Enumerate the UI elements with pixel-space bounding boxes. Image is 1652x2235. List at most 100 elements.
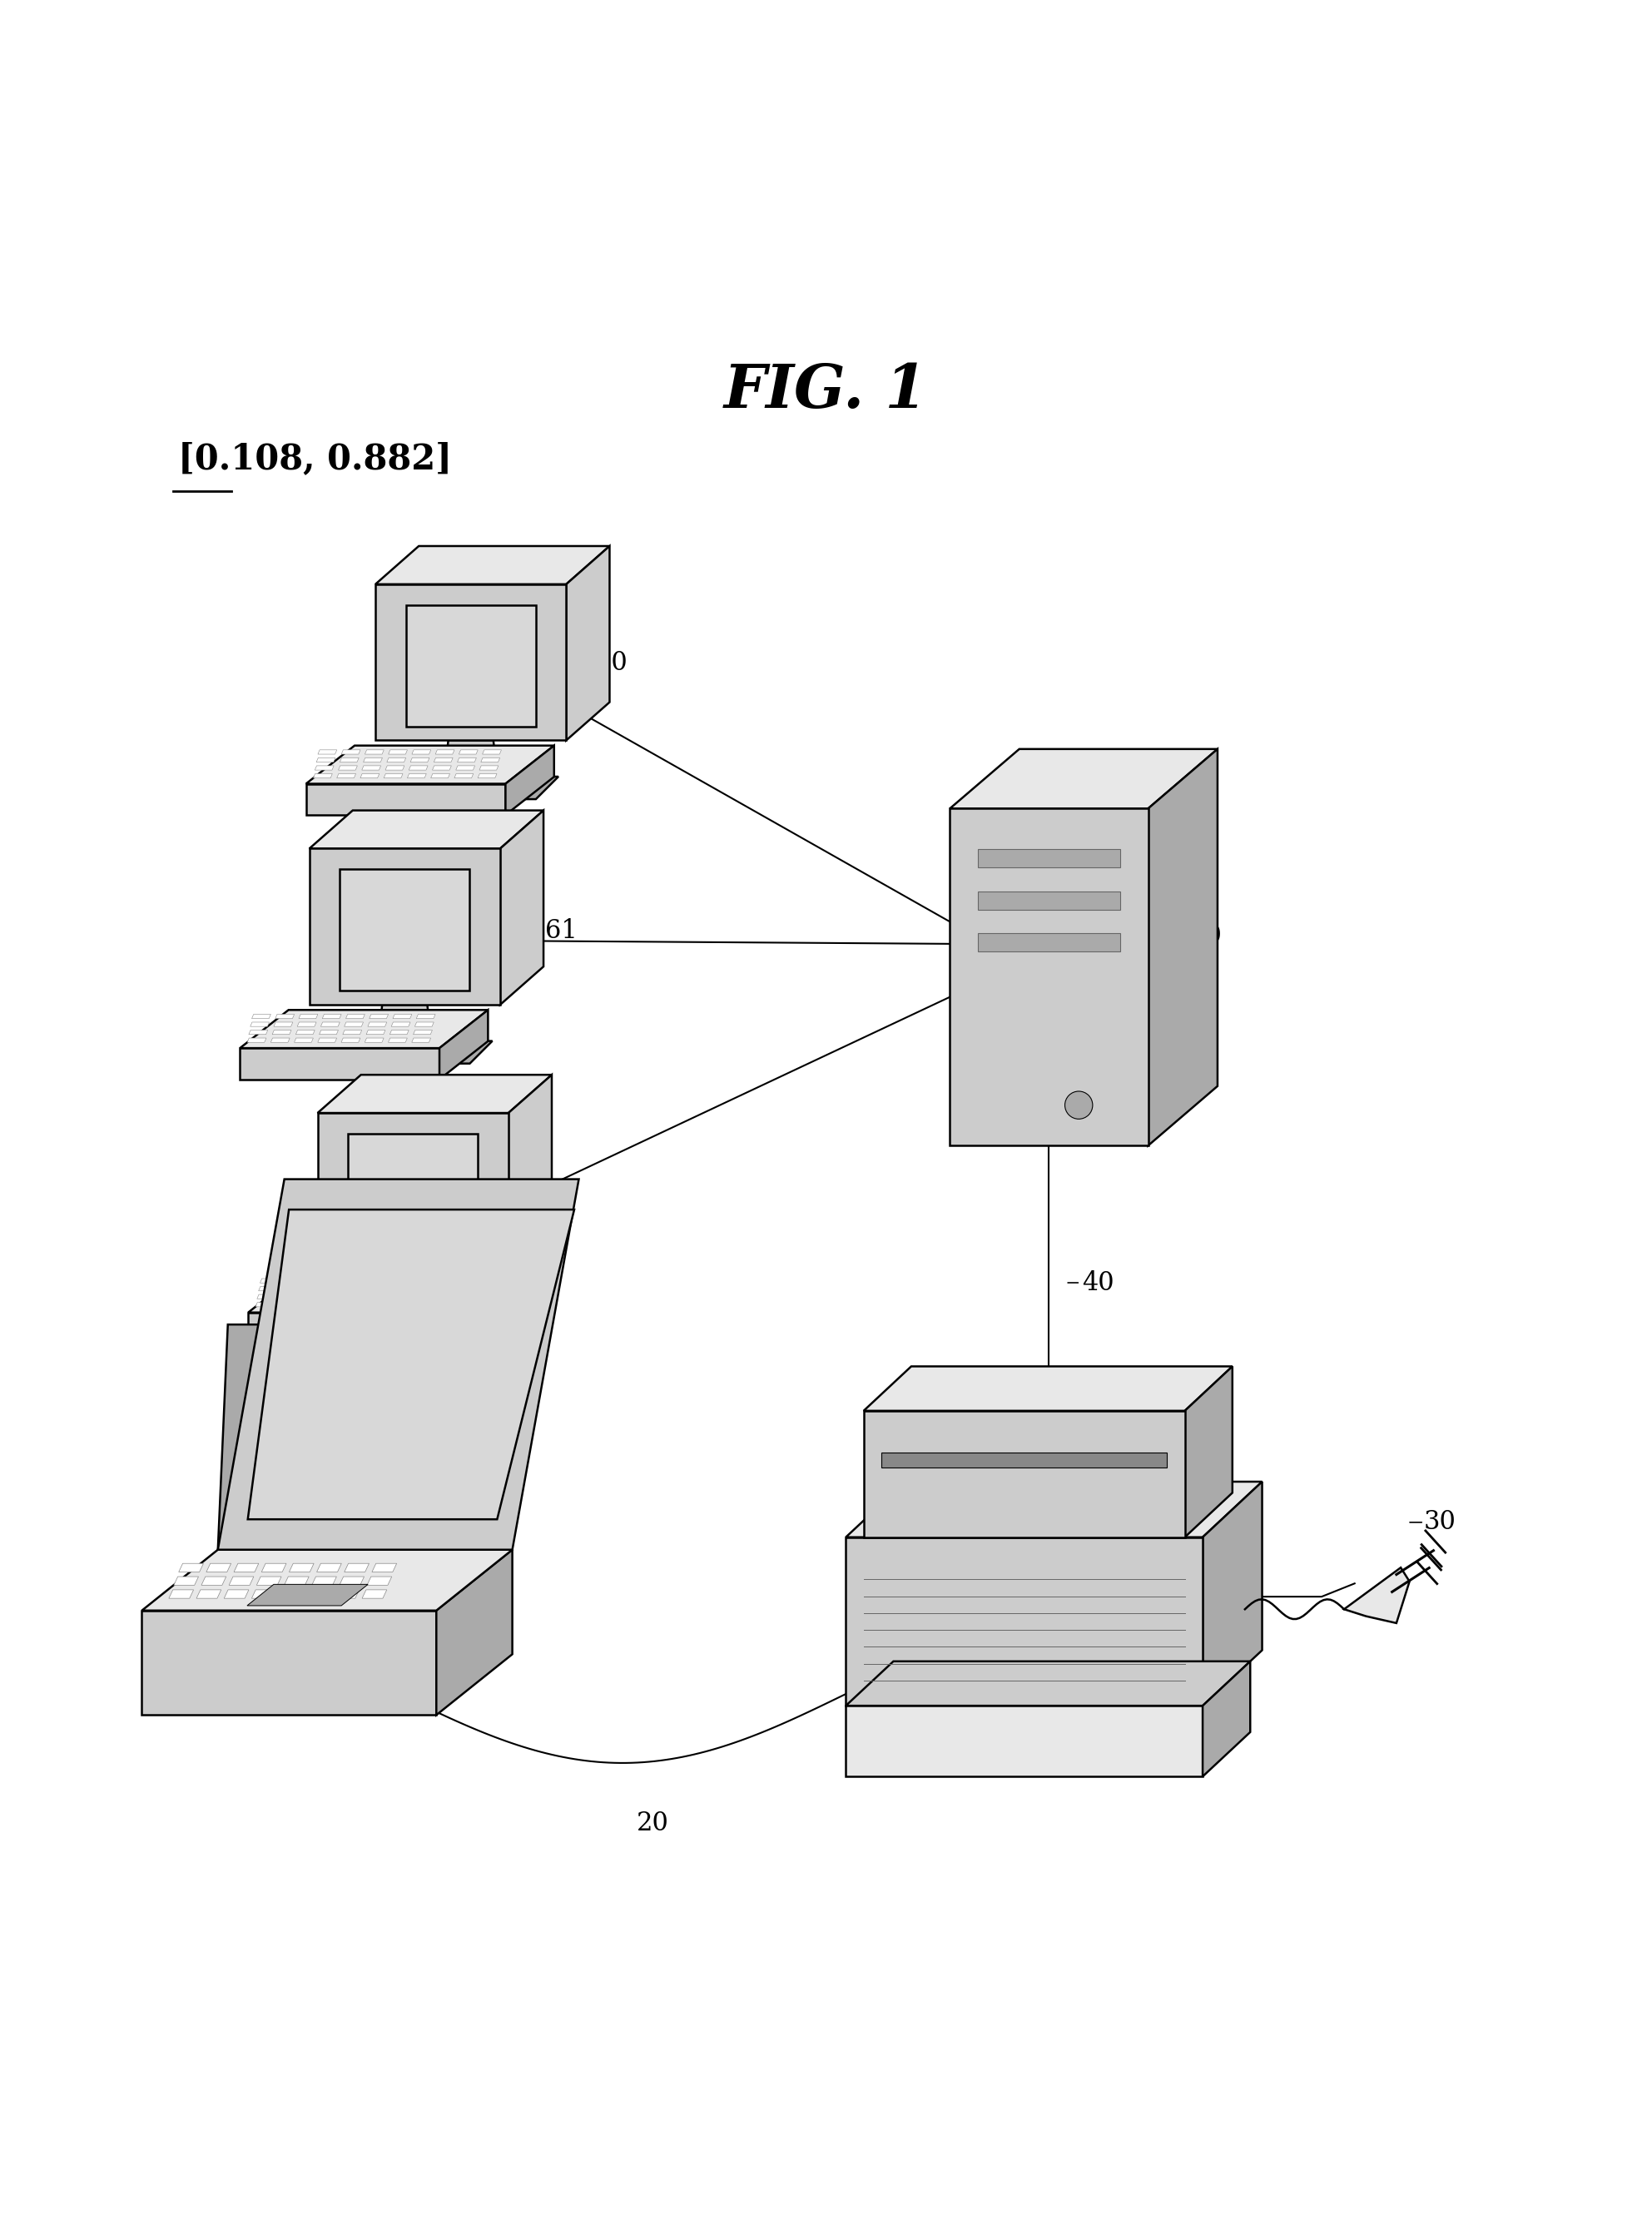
Polygon shape — [1345, 1567, 1409, 1623]
Polygon shape — [436, 1549, 512, 1714]
Polygon shape — [378, 1278, 396, 1283]
Polygon shape — [317, 1037, 337, 1042]
Polygon shape — [259, 1278, 279, 1283]
Polygon shape — [392, 1021, 410, 1026]
Polygon shape — [337, 773, 355, 778]
Polygon shape — [202, 1576, 226, 1585]
Polygon shape — [302, 1303, 322, 1307]
Polygon shape — [411, 751, 431, 753]
Polygon shape — [350, 1303, 368, 1307]
Polygon shape — [978, 934, 1120, 952]
Polygon shape — [390, 1030, 408, 1035]
Polygon shape — [330, 1278, 350, 1283]
Polygon shape — [284, 1576, 309, 1585]
Text: 20: 20 — [636, 1810, 669, 1835]
Polygon shape — [173, 1576, 198, 1585]
Polygon shape — [240, 1010, 487, 1048]
Polygon shape — [329, 1287, 349, 1292]
Polygon shape — [279, 1303, 297, 1307]
Polygon shape — [344, 1021, 363, 1026]
Polygon shape — [248, 1209, 575, 1520]
Polygon shape — [439, 1010, 487, 1080]
Polygon shape — [319, 1030, 339, 1035]
Polygon shape — [307, 1278, 325, 1283]
Polygon shape — [388, 1037, 408, 1042]
Polygon shape — [375, 1294, 393, 1299]
Polygon shape — [340, 869, 469, 990]
Text: 62: 62 — [545, 1178, 578, 1205]
Polygon shape — [365, 1037, 383, 1042]
Polygon shape — [454, 773, 474, 778]
Polygon shape — [320, 1021, 340, 1026]
Polygon shape — [276, 1015, 294, 1019]
Text: 40: 40 — [1082, 1269, 1113, 1296]
Polygon shape — [248, 1037, 266, 1042]
Polygon shape — [408, 773, 426, 778]
Polygon shape — [284, 1278, 302, 1283]
Polygon shape — [317, 1075, 552, 1113]
Polygon shape — [299, 1015, 317, 1019]
Polygon shape — [249, 1021, 269, 1026]
Polygon shape — [388, 751, 408, 753]
Polygon shape — [385, 1269, 441, 1316]
Polygon shape — [482, 751, 502, 753]
Polygon shape — [249, 1030, 268, 1035]
Polygon shape — [448, 1274, 496, 1343]
Text: [0.108, 0.882]: [0.108, 0.882] — [178, 443, 453, 476]
Polygon shape — [317, 1113, 509, 1269]
Polygon shape — [314, 773, 332, 778]
Polygon shape — [350, 1294, 370, 1299]
Polygon shape — [864, 1410, 1184, 1538]
Polygon shape — [978, 849, 1120, 867]
Polygon shape — [950, 809, 1148, 1147]
Polygon shape — [383, 773, 403, 778]
Polygon shape — [258, 1294, 276, 1299]
Polygon shape — [248, 1585, 368, 1605]
Polygon shape — [509, 1075, 552, 1269]
Polygon shape — [306, 784, 506, 816]
Polygon shape — [339, 1576, 363, 1585]
Polygon shape — [398, 1294, 416, 1299]
Polygon shape — [251, 1589, 276, 1598]
Polygon shape — [342, 751, 360, 753]
Polygon shape — [342, 1030, 362, 1035]
Polygon shape — [363, 758, 382, 762]
Polygon shape — [377, 1287, 395, 1292]
Polygon shape — [256, 1303, 274, 1307]
Polygon shape — [360, 773, 380, 778]
Polygon shape — [206, 1564, 231, 1571]
Polygon shape — [978, 892, 1120, 910]
Polygon shape — [367, 1030, 385, 1035]
Polygon shape — [506, 746, 553, 816]
Polygon shape — [344, 1564, 368, 1571]
Polygon shape — [289, 1564, 314, 1571]
Text: 30: 30 — [1424, 1509, 1457, 1535]
Polygon shape — [396, 1303, 416, 1307]
Polygon shape — [325, 1303, 345, 1307]
Text: 100: 100 — [996, 1719, 1046, 1746]
Polygon shape — [354, 1278, 373, 1283]
Polygon shape — [368, 1021, 387, 1026]
Text: 61: 61 — [545, 919, 578, 943]
Polygon shape — [864, 1366, 1232, 1410]
Polygon shape — [501, 811, 544, 1006]
Polygon shape — [411, 1037, 431, 1042]
Polygon shape — [316, 767, 334, 771]
Polygon shape — [421, 1294, 441, 1299]
Polygon shape — [362, 1589, 387, 1598]
Polygon shape — [273, 1030, 291, 1035]
Polygon shape — [459, 751, 477, 753]
Polygon shape — [197, 1589, 221, 1598]
Polygon shape — [218, 1180, 578, 1549]
Polygon shape — [1203, 1482, 1262, 1705]
Polygon shape — [312, 1576, 337, 1585]
Polygon shape — [365, 751, 383, 753]
Polygon shape — [306, 746, 553, 784]
Polygon shape — [309, 811, 544, 849]
Polygon shape — [225, 1589, 249, 1598]
Polygon shape — [431, 773, 449, 778]
Polygon shape — [387, 758, 406, 762]
Polygon shape — [433, 767, 451, 771]
Polygon shape — [882, 1453, 1166, 1468]
Polygon shape — [169, 1589, 193, 1598]
